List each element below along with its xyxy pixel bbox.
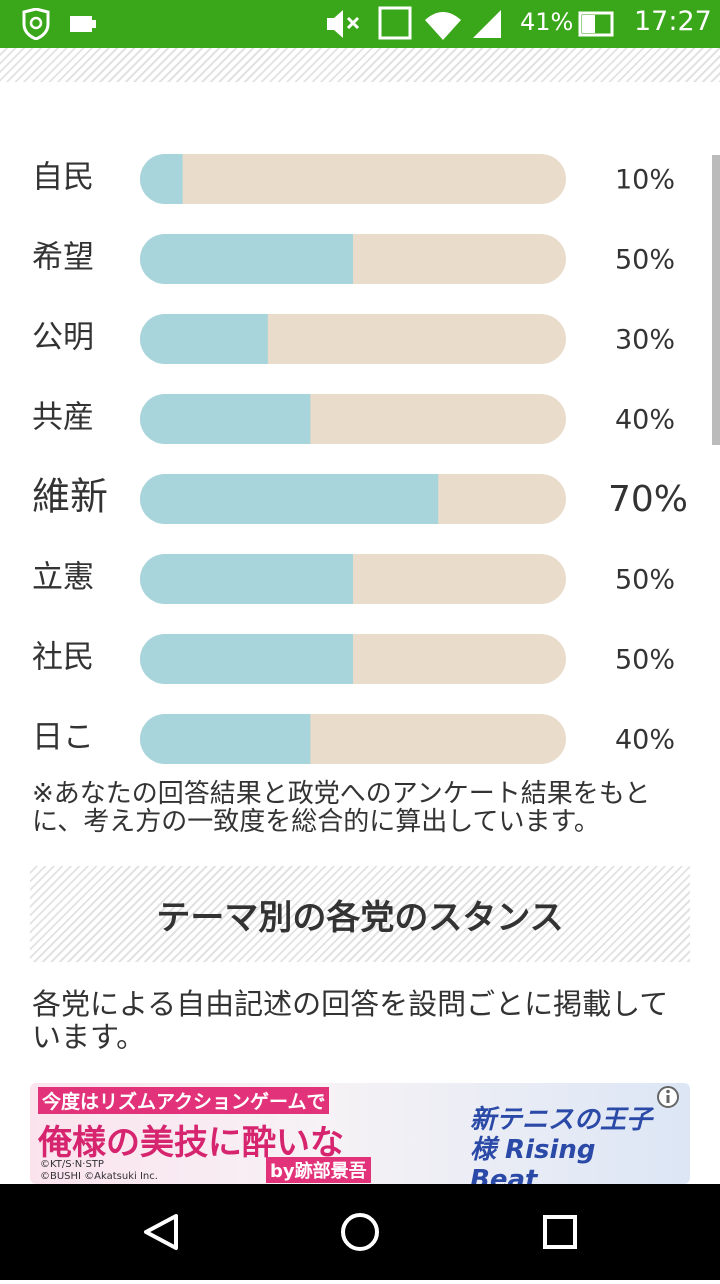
ad-headline: 今度はリズムアクションゲームで <box>38 1087 330 1114</box>
battery-text: 41% <box>520 8 574 36</box>
battery-icon <box>578 11 614 37</box>
ad-by: by跡部景吾 <box>266 1157 371 1183</box>
party-label: 公明 <box>32 320 94 356</box>
party-label: 維新 <box>32 475 108 519</box>
bar <box>140 554 353 604</box>
value-label: 70% <box>608 479 688 520</box>
nav-icons <box>144 1213 577 1251</box>
note: ※あなたの回答結果と政党へのアンケート結果をもとに、考え方の一致度を総合的に算出… <box>32 779 651 837</box>
party-label: 立憲 <box>32 560 94 596</box>
section-heading: テーマ別の各党のスタンス <box>30 866 690 962</box>
back-button[interactable] <box>144 1214 178 1250</box>
ad-copyright: ©KT/S·N·STP <box>40 1159 104 1170</box>
bar <box>140 714 311 764</box>
ad-banner[interactable]: 今度はリズムアクションゲームで 俺様の美技に酔いな by跡部景吾 ©KT/S·N… <box>30 1083 690 1184</box>
party-label: 共産 <box>32 400 94 436</box>
bar <box>140 154 183 204</box>
party-label: 日こ <box>32 720 94 756</box>
home-button[interactable] <box>341 1213 379 1251</box>
bar <box>140 394 311 444</box>
bar-track <box>140 154 566 204</box>
bar <box>140 234 353 284</box>
value-label: 10% <box>615 165 675 196</box>
bar <box>140 314 268 364</box>
party-label: 社民 <box>32 640 94 676</box>
clock: 17:27 <box>634 6 712 37</box>
navigation-bar <box>0 1184 720 1280</box>
section-title: テーマ別の各党のスタンス <box>156 897 564 938</box>
section-description: 各党による自由記述の回答を設問ごとに掲載しています。 <box>32 987 669 1054</box>
value-label: 30% <box>615 325 675 356</box>
ad-copyright: ©BUSHI ©Akatsuki Inc. <box>40 1171 158 1182</box>
ad-logo: 新テニスの王子様 Rising Beat <box>470 1105 653 1184</box>
value-label: 50% <box>615 245 675 276</box>
recents-button[interactable] <box>543 1215 577 1249</box>
value-label: 40% <box>615 405 675 436</box>
value-label: 50% <box>615 565 675 596</box>
ad-catch: 俺様の美技に酔いな <box>38 1123 344 1163</box>
status-bar: 41% 17:27 <box>0 0 720 48</box>
chart: 自民 10% 希望 50% 公明 30% 共産 40% 維新 70% 立憲 50% 社民 50% 日こ 40% <box>32 154 688 764</box>
scrollbar <box>712 155 720 445</box>
header-band <box>0 48 720 82</box>
status-icons <box>22 8 96 40</box>
party-label: 希望 <box>32 240 94 276</box>
party-label: 自民 <box>32 160 94 196</box>
bar <box>140 474 439 524</box>
value-label: 40% <box>615 725 675 756</box>
value-label: 50% <box>615 645 675 676</box>
status-icons-right <box>327 6 501 40</box>
bar <box>140 634 353 684</box>
ad-info-icon[interactable] <box>656 1085 680 1109</box>
